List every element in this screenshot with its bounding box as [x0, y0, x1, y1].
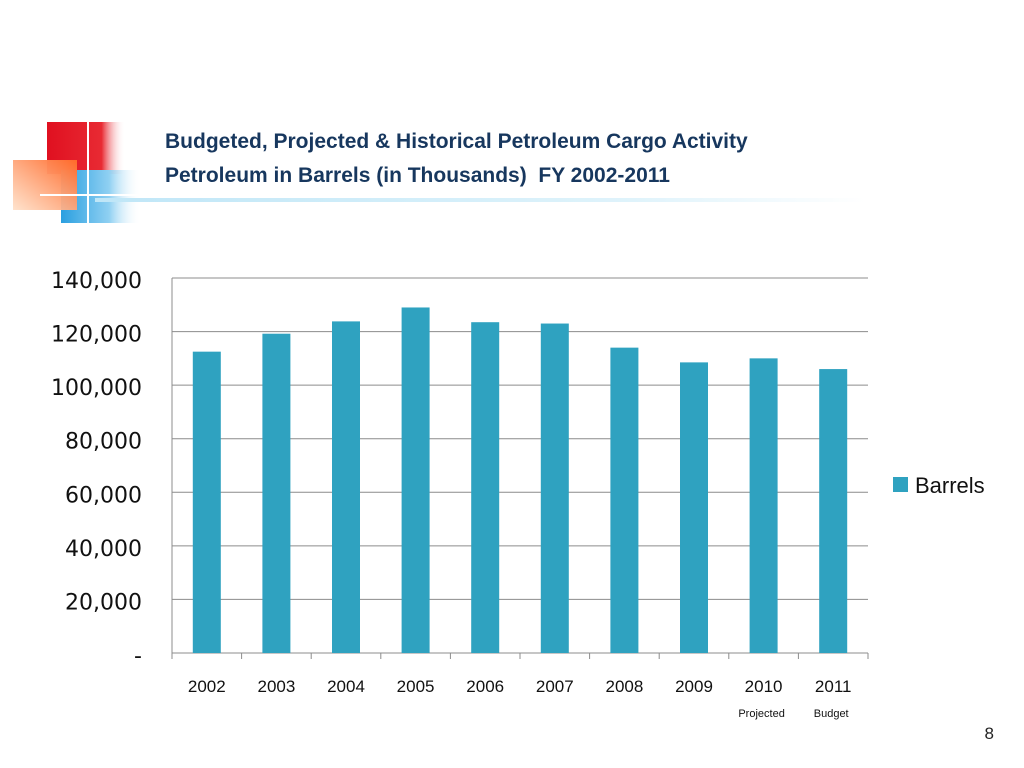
bar-2004: [332, 321, 360, 653]
bar-2008: [610, 347, 639, 653]
x-tick-label: 2008: [605, 677, 643, 696]
bar-2010: [749, 358, 778, 653]
y-tick-label: 20,000: [65, 590, 142, 615]
slide-title-line-2: Petroleum in Barrels (in Thousands) FY 2…: [165, 164, 670, 187]
bar-2011: [819, 369, 848, 653]
x-tick-label: 2011: [815, 677, 852, 696]
annotation-budget: Budget: [814, 708, 849, 720]
bar-2002: [192, 351, 221, 653]
x-tick-label: 2003: [257, 677, 295, 696]
bar-2009: [680, 362, 708, 653]
x-tick-label: 2010: [745, 677, 783, 696]
annotation-projected: Projected: [738, 708, 784, 720]
x-tick-label: 2007: [536, 677, 574, 696]
slide-title-line-1: Budgeted, Projected & Historical Petrole…: [165, 130, 748, 153]
x-tick-label: 2006: [466, 677, 504, 696]
page-number: 8: [984, 724, 994, 743]
y-tick-label: 100,000: [51, 376, 142, 401]
y-tick-label: -: [134, 644, 142, 669]
decorative-logo: [13, 110, 141, 226]
y-tick-label: 80,000: [65, 430, 142, 455]
y-tick-label: 40,000: [65, 537, 142, 562]
bar-2006: [471, 322, 500, 653]
bar-2005: [401, 307, 430, 653]
x-tick-label: 2002: [188, 677, 226, 696]
legend-label: Barrels: [915, 473, 985, 498]
legend-swatch: [893, 477, 908, 492]
bar-2007: [540, 323, 569, 653]
bar-2003: [262, 333, 291, 653]
x-tick-label: 2004: [327, 677, 365, 696]
y-tick-label: 120,000: [51, 323, 142, 348]
y-tick-label: 60,000: [65, 483, 142, 508]
title-underline: [95, 198, 865, 202]
y-tick-label: 140,000: [51, 269, 142, 294]
x-tick-label: 2005: [397, 677, 435, 696]
x-tick-label: 2009: [675, 677, 713, 696]
logo-orange-square: [13, 160, 77, 210]
